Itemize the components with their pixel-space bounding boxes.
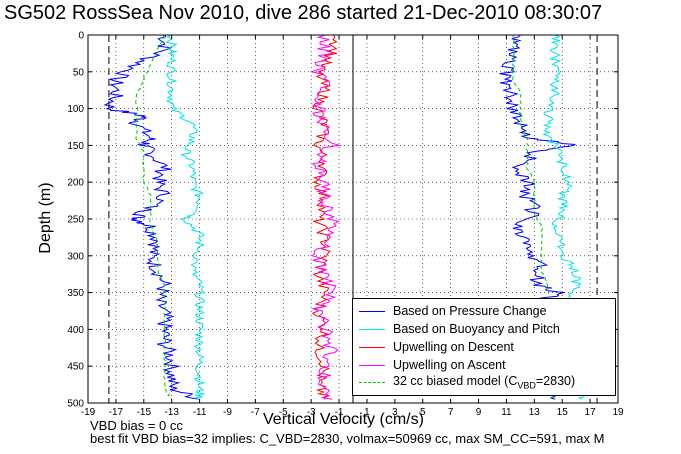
x-tick-label: 7 (448, 407, 454, 418)
y-tick-label: 350 (67, 288, 84, 299)
series-line-based-on-buoyancy-and-pitch (165, 34, 206, 400)
legend-item-biased-model: 32 cc biased model (CVBD=2830) (359, 374, 575, 390)
y-tick-label: 500 (67, 399, 84, 410)
x-tick-label: -11 (193, 407, 207, 418)
y-tick-label: 50 (73, 67, 85, 78)
legend-item-upwelling-descent: Upwelling on Descent (359, 339, 514, 355)
x-axis-label: Vertical Velocity (cm/s) (263, 411, 424, 428)
series-line-32-cc-biased-model-c-vbd-2830 (135, 34, 173, 400)
x-tick-label: 19 (612, 407, 624, 418)
x-tick-label: -3 (307, 407, 316, 418)
y-tick-label: 400 (67, 325, 84, 336)
x-tick-label: 17 (585, 407, 597, 418)
y-tick-label: 200 (67, 178, 84, 189)
best-fit-note: best fit VBD bias=32 implies: C_VBD=2830… (90, 431, 605, 446)
x-tick-label: 5 (420, 407, 426, 418)
y-tick-label: 450 (67, 362, 84, 373)
x-tick-label: -13 (164, 407, 179, 418)
series-line-upwelling-on-descent (311, 34, 338, 400)
series-line-based-on-pressure-change (103, 34, 200, 400)
x-tick-label: -1 (335, 407, 344, 418)
y-tick-label: 300 (67, 251, 84, 262)
series-line-upwelling-on-ascent (310, 34, 340, 400)
y-tick-label: 250 (67, 215, 84, 226)
x-tick-label: 13 (529, 407, 541, 418)
x-tick-label: -5 (279, 407, 288, 418)
vbd-bias-note: VBD bias = 0 cc (90, 418, 183, 433)
legend-label: Based on Pressure Change (393, 304, 547, 318)
legend-label: Upwelling on Ascent (393, 358, 506, 372)
legend-swatch (359, 364, 385, 366)
x-tick-label: 15 (557, 407, 569, 418)
legend-item-buoyancy: Based on Buoyancy and Pitch (359, 321, 560, 337)
x-tick-label: 3 (392, 407, 398, 418)
legend-swatch (359, 381, 385, 383)
x-tick-label: 11 (501, 407, 512, 418)
legend-item-upwelling-ascent: Upwelling on Ascent (359, 357, 506, 373)
x-tick-label: -9 (223, 407, 232, 418)
legend-label: Based on Buoyancy and Pitch (393, 322, 560, 336)
legend-label: Upwelling on Descent (393, 340, 514, 354)
x-tick-label: -17 (109, 407, 124, 418)
y-tick-label: 150 (67, 141, 84, 152)
x-tick-label: -7 (251, 407, 260, 418)
x-tick-label: 9 (476, 407, 482, 418)
legend-swatch (359, 328, 385, 330)
x-tick-label: -15 (137, 407, 152, 418)
y-tick-label: 0 (78, 31, 84, 42)
legend-label: 32 cc biased model (CVBD=2830) (393, 373, 576, 391)
chart-title: SG502 RossSea Nov 2010, dive 286 started… (4, 2, 603, 24)
y-tick-label: 100 (67, 104, 84, 115)
legend-swatch (359, 310, 385, 312)
legend-swatch (359, 346, 385, 348)
legend-item-pressure: Based on Pressure Change (359, 303, 547, 319)
y-axis-label: Depth (m) (37, 182, 54, 254)
x-tick-label: -19 (81, 407, 96, 418)
legend: Based on Pressure Change Based on Buoyan… (352, 298, 616, 396)
x-tick-label: 1 (364, 407, 370, 418)
